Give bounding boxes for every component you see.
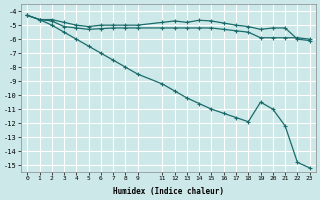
X-axis label: Humidex (Indice chaleur): Humidex (Indice chaleur) xyxy=(113,187,224,196)
